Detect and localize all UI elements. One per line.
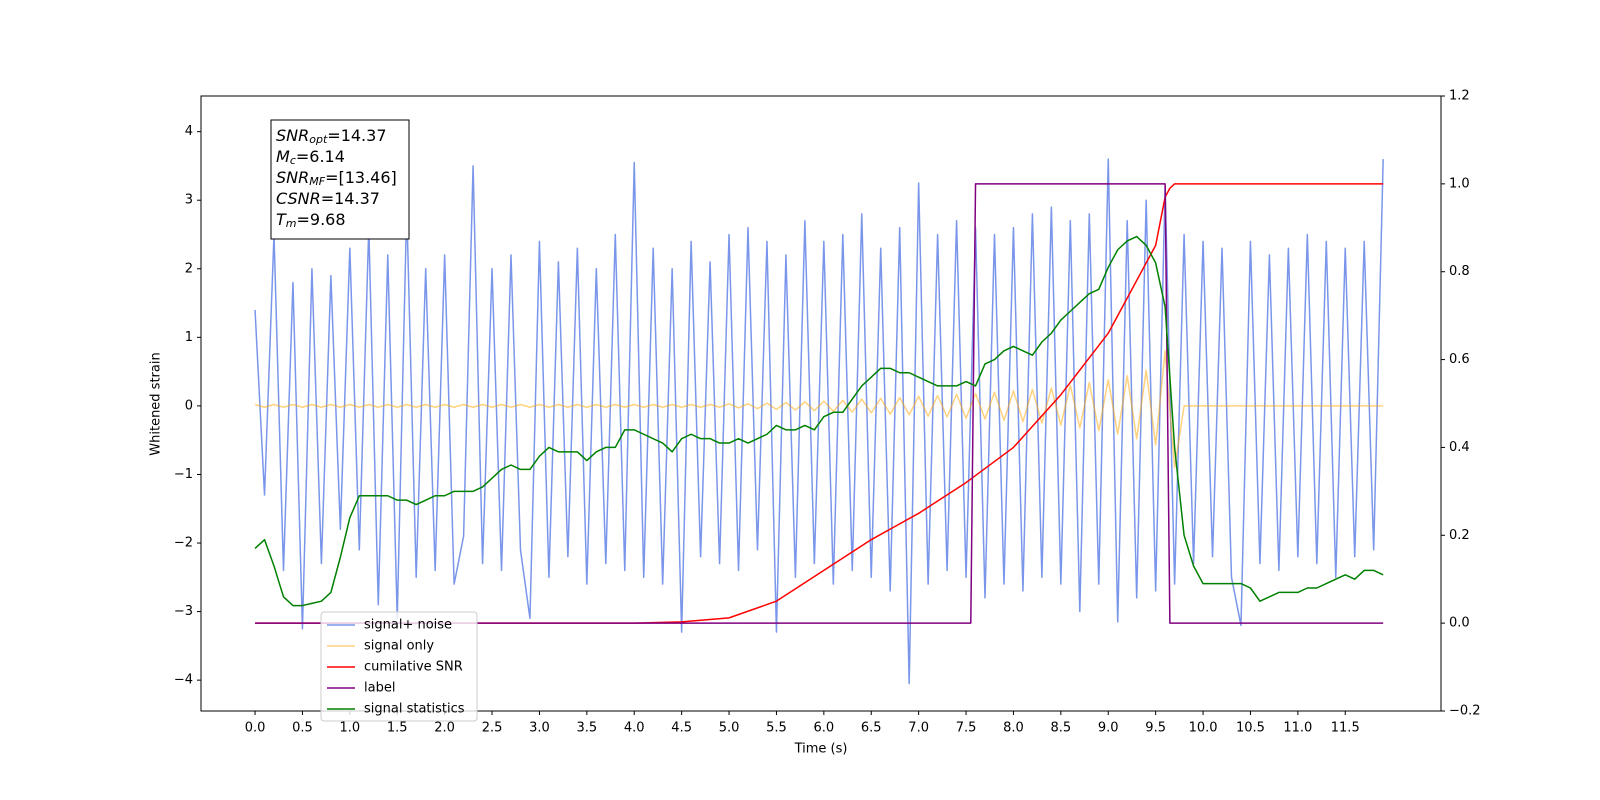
x-tick-label: 8.5 — [1051, 721, 1072, 736]
annotation-subscript: MF — [309, 175, 325, 188]
y-tick-label: 0 — [185, 398, 193, 413]
y2-tick-label: −0.2 — [1449, 704, 1481, 719]
x-tick-label: 2.5 — [482, 721, 503, 736]
y2-tick-label: 0.0 — [1449, 616, 1470, 631]
legend-label: cumilative SNR — [364, 660, 463, 675]
annotation-value: =14.37 — [327, 126, 386, 145]
annotation-symbol: CSNR — [276, 189, 321, 208]
legend-label: signal+ noise — [364, 618, 452, 633]
annotation-value: =[13.46] — [325, 168, 397, 187]
y2-tick-label: 0.2 — [1449, 528, 1470, 543]
annotation-value: =9.68 — [297, 210, 346, 229]
x-tick-label: 6.0 — [814, 721, 835, 736]
series-line — [255, 183, 1384, 624]
annotation-symbol: SNR — [276, 168, 309, 187]
x-tick-label: 11.0 — [1283, 721, 1312, 736]
x-tick-label: 3.0 — [529, 721, 550, 736]
x-tick-label: 0.5 — [292, 721, 313, 736]
legend-frame — [320, 611, 478, 722]
x-tick-label: 9.0 — [1098, 721, 1119, 736]
series-line — [254, 235, 1384, 607]
x-tick-label: 6.5 — [861, 721, 882, 736]
y-tick-label: 3 — [185, 193, 193, 208]
x-tick-label: 4.0 — [624, 721, 645, 736]
annotation-value: =14.37 — [321, 189, 380, 208]
x-tick-label: 9.5 — [1145, 721, 1166, 736]
y-tick-label: 1 — [185, 330, 193, 345]
x-tick-label: 7.0 — [908, 721, 929, 736]
x-tick-label: 8.0 — [1003, 721, 1024, 736]
y-tick-label: −1 — [174, 467, 193, 482]
x-tick-label: 0.0 — [245, 721, 266, 736]
legend: signal+ noise signal only cumilative SNR la… — [320, 611, 478, 722]
x-tick-label: 10.0 — [1189, 721, 1218, 736]
annotation-box: SNRopt=14.37Mc=6.14SNRMF=[13.46]CSNR=14.… — [270, 119, 410, 240]
plot-area — [254, 158, 1384, 685]
legend-label: label — [364, 681, 395, 696]
y-axis-label: Whitened strain — [149, 352, 164, 455]
annotation-value: =6.14 — [296, 147, 345, 166]
y2-tick-label: 0.6 — [1449, 352, 1470, 367]
y-tick-label: −2 — [174, 536, 193, 551]
series-line — [254, 158, 1384, 685]
annotation-symbol: T — [276, 210, 287, 229]
y-tick-label: −4 — [174, 673, 193, 688]
x-tick-label: 2.0 — [434, 721, 455, 736]
legend-label: signal statistics — [364, 702, 465, 717]
y-tick-label: −3 — [174, 604, 193, 619]
x-tick-label: 11.5 — [1331, 721, 1360, 736]
y-tick-label: 2 — [185, 261, 193, 276]
axes-frame — [200, 95, 1442, 712]
x-tick-label: 10.5 — [1236, 721, 1265, 736]
legend-label: signal only — [364, 639, 434, 654]
annotation-subscript: opt — [309, 133, 328, 146]
annotation-line: SNRopt=14.37 — [276, 126, 387, 147]
annotation-symbol: M — [276, 147, 290, 166]
annotation-subscript: m — [286, 217, 297, 230]
y2-tick-label: 1.2 — [1449, 89, 1470, 104]
annotation-line: SNRMF=[13.46] — [276, 168, 397, 189]
annotation-line: CSNR=14.37 — [276, 189, 380, 208]
x-tick-label: 4.5 — [671, 721, 692, 736]
annotation-symbol: SNR — [276, 126, 309, 145]
x-tick-label: 1.5 — [387, 721, 408, 736]
x-tick-label: 5.5 — [766, 721, 787, 736]
y2-tick-label: 0.8 — [1449, 264, 1470, 279]
y2-tick-label: 1.0 — [1449, 176, 1470, 191]
annotation-frame — [270, 119, 410, 240]
x-tick-label: 7.5 — [956, 721, 977, 736]
series-line — [254, 350, 1384, 469]
series-line — [255, 183, 1384, 624]
x-tick-label: 5.0 — [719, 721, 740, 736]
annotation-line: Mc=6.14 — [276, 147, 345, 168]
x-tick-label: 1.0 — [339, 721, 360, 736]
annotation-line: Tm=9.68 — [276, 210, 346, 231]
x-tick-label: 3.5 — [576, 721, 597, 736]
y-tick-label: 4 — [185, 124, 193, 139]
annotation-subscript: c — [290, 154, 296, 167]
x-axis-label: Time (s) — [794, 742, 848, 757]
y2-tick-label: 0.4 — [1449, 440, 1470, 455]
